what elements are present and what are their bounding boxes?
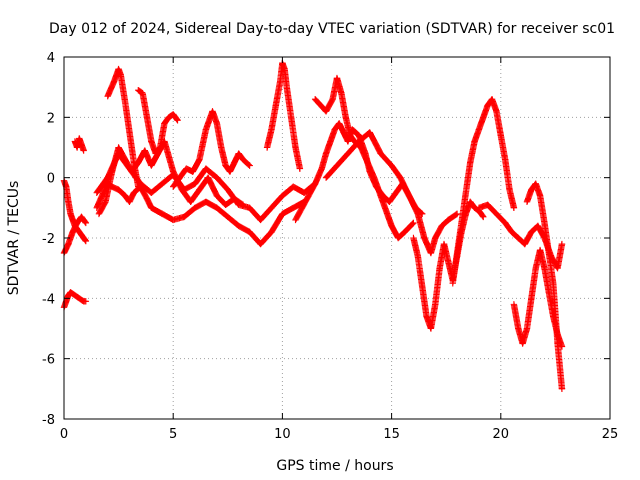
x-tick-label: 20 xyxy=(493,427,510,442)
series-arc-h xyxy=(104,65,142,190)
y-tick-label: -2 xyxy=(42,232,55,247)
axis-ticks: 0 5 10 15 20 25 -8 -6 -4 -2 0 2 4 xyxy=(42,51,618,442)
x-tick-label: 10 xyxy=(274,427,291,442)
data-point xyxy=(409,220,416,228)
data-point xyxy=(246,162,253,169)
y-tick-label: -4 xyxy=(42,292,55,307)
data-point xyxy=(558,240,566,248)
data-point xyxy=(453,210,461,218)
x-tick-label: 25 xyxy=(602,427,619,442)
x-tick-label: 5 xyxy=(169,427,177,442)
series-arc-n xyxy=(322,129,461,257)
data-point xyxy=(81,236,89,243)
series-arc-d xyxy=(71,135,87,154)
grid-lines xyxy=(64,57,610,419)
series-arc-c xyxy=(60,213,90,257)
series-arc-j xyxy=(170,108,253,190)
data-point xyxy=(479,212,486,220)
y-axis-label: SDTVAR / TECUs xyxy=(6,181,22,296)
data-point xyxy=(558,385,566,393)
chart-title: Day 012 of 2024, Sidereal Day-to-day VTE… xyxy=(49,21,615,37)
data-point xyxy=(135,183,142,190)
data-point xyxy=(410,219,417,227)
y-tick-label: 4 xyxy=(47,51,55,66)
data-point xyxy=(245,161,252,168)
series-arc-g xyxy=(95,138,247,218)
y-tick-label: 0 xyxy=(47,172,55,187)
series-arc-i xyxy=(135,86,181,157)
data-point xyxy=(480,213,487,221)
data-point xyxy=(174,117,181,124)
data-point xyxy=(452,211,460,218)
data-markers xyxy=(60,59,566,393)
data-point xyxy=(173,116,181,123)
series-arc-k xyxy=(263,59,304,172)
series-arc-b xyxy=(60,177,90,245)
x-tick-label: 0 xyxy=(60,427,68,442)
series-arc-l xyxy=(292,120,426,224)
data-point xyxy=(82,237,90,245)
data-point xyxy=(510,204,518,212)
series-arc-a xyxy=(60,289,90,311)
series-arc-p xyxy=(449,96,518,287)
series-arc-s xyxy=(523,180,566,393)
y-tick-label: -8 xyxy=(42,413,55,428)
data-point xyxy=(238,200,246,208)
data-point xyxy=(296,165,304,172)
data-point xyxy=(82,218,89,226)
data-point xyxy=(80,147,87,154)
data-point xyxy=(82,219,90,227)
x-tick-label: 15 xyxy=(383,427,400,442)
data-point xyxy=(82,298,90,305)
series-arc-m xyxy=(311,74,417,242)
y-tick-label: 2 xyxy=(47,111,55,126)
y-tick-label: -6 xyxy=(42,353,55,368)
x-axis-label: GPS time / hours xyxy=(276,458,393,474)
data-point xyxy=(239,201,247,209)
